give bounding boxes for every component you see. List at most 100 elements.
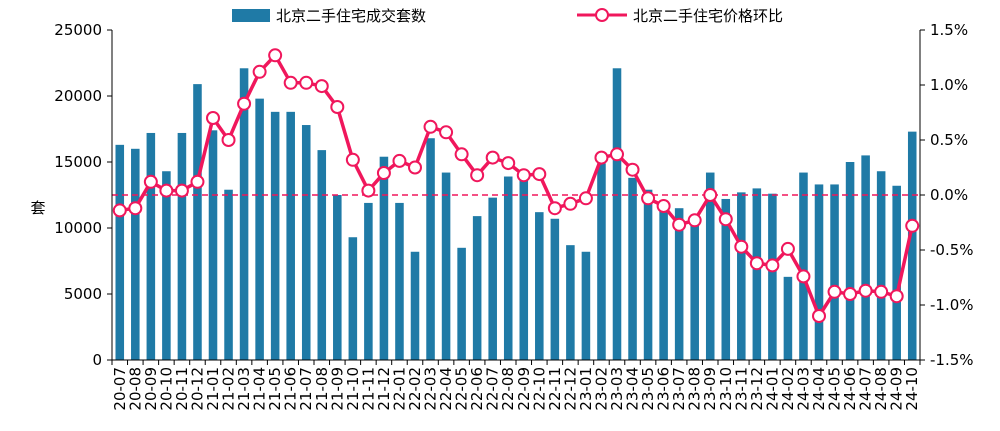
point-24-05 bbox=[827, 284, 842, 299]
bar-22-08 bbox=[503, 176, 513, 360]
x-tick-label: 20-07 bbox=[111, 367, 129, 411]
legend-line-label: 北京二手住宅价格环比 bbox=[633, 7, 783, 25]
x-tick-label: 21-10 bbox=[344, 367, 362, 411]
bars-group bbox=[115, 68, 917, 361]
point-22-02 bbox=[408, 160, 422, 175]
x-tick-label: 22-12 bbox=[561, 367, 579, 411]
point-21-02 bbox=[221, 133, 236, 147]
point-24-10 bbox=[905, 218, 920, 233]
x-tick-label: 23-02 bbox=[592, 367, 610, 411]
point-24-03 bbox=[796, 269, 811, 284]
point-22-12 bbox=[563, 196, 578, 211]
x-tick-label: 23-07 bbox=[670, 367, 688, 411]
bar-21-11 bbox=[364, 202, 373, 360]
point-24-04 bbox=[812, 309, 826, 323]
bar-23-06 bbox=[659, 202, 668, 360]
point-22-08 bbox=[501, 156, 516, 171]
x-tick-label: 22-07 bbox=[484, 367, 502, 411]
bar-21-09 bbox=[333, 195, 342, 360]
point-20-09 bbox=[143, 174, 158, 189]
point-23-05 bbox=[641, 191, 656, 206]
bar-24-10 bbox=[907, 131, 917, 360]
point-20-07 bbox=[112, 203, 127, 218]
bar-21-01 bbox=[208, 130, 218, 360]
bar-23-07 bbox=[674, 208, 684, 360]
x-tick-label: 23-03 bbox=[608, 367, 626, 411]
legend-bar-swatch bbox=[232, 9, 270, 22]
bar-24-09 bbox=[892, 185, 901, 360]
x-tick-label: 22-03 bbox=[422, 367, 440, 411]
point-20-12 bbox=[190, 174, 205, 189]
point-20-08 bbox=[128, 201, 143, 216]
bar-24-02 bbox=[783, 276, 793, 360]
point-22-10 bbox=[532, 167, 547, 182]
x-tick-label: 23-09 bbox=[701, 367, 719, 411]
left-tick-label: 15000 bbox=[54, 153, 102, 171]
bar-21-06 bbox=[286, 111, 295, 360]
x-tick-label: 21-12 bbox=[375, 367, 393, 411]
x-tick-label: 20-08 bbox=[126, 367, 144, 411]
x-tick-label: 22-02 bbox=[406, 367, 424, 411]
legend-line-marker bbox=[595, 8, 609, 22]
bar-21-04 bbox=[255, 98, 264, 360]
x-tick-label: 22-01 bbox=[390, 367, 408, 411]
x-tick-label: 20-09 bbox=[142, 367, 160, 411]
x-tick-label: 22-05 bbox=[453, 367, 471, 411]
x-tick-label: 24-02 bbox=[779, 367, 797, 411]
bar-22-05 bbox=[457, 247, 466, 360]
bar-23-10 bbox=[721, 198, 731, 360]
left-tick-label: 20000 bbox=[54, 87, 102, 105]
point-23-11 bbox=[734, 239, 749, 254]
point-23-03 bbox=[610, 147, 624, 162]
point-21-04 bbox=[252, 64, 267, 79]
x-tick-label: 22-10 bbox=[530, 367, 548, 411]
x-tick-label: 22-08 bbox=[499, 367, 517, 411]
y-axis-label: 套 bbox=[30, 199, 45, 217]
point-23-08 bbox=[687, 213, 702, 228]
bar-23-01 bbox=[581, 251, 591, 360]
point-21-11 bbox=[361, 183, 376, 198]
point-21-07 bbox=[299, 75, 314, 90]
x-tick-label: 23-10 bbox=[717, 367, 735, 411]
point-24-01 bbox=[765, 258, 780, 273]
x-tick-label: 24-06 bbox=[841, 367, 859, 411]
bar-20-11 bbox=[177, 132, 187, 360]
left-tick-label: 25000 bbox=[54, 21, 102, 39]
bar-20-08 bbox=[131, 148, 140, 360]
point-21-06 bbox=[283, 75, 298, 90]
left-tick-label: 10000 bbox=[54, 219, 102, 237]
x-tick-label: 24-10 bbox=[903, 367, 921, 411]
point-23-01 bbox=[578, 191, 593, 206]
x-tick-label: 23-06 bbox=[655, 367, 673, 411]
x-tick-label: 23-11 bbox=[732, 367, 750, 411]
x-tick-label: 24-05 bbox=[826, 367, 844, 411]
right-tick-label: 1.0% bbox=[930, 76, 968, 94]
bar-21-12 bbox=[379, 156, 389, 360]
x-tick-label: 20-12 bbox=[188, 367, 206, 411]
x-tick-label: 21-11 bbox=[359, 367, 377, 411]
point-21-09 bbox=[330, 100, 345, 114]
point-22-01 bbox=[392, 153, 407, 168]
point-22-11 bbox=[547, 201, 562, 216]
x-axis-ticks: 20-0720-0820-0920-1020-1120-1221-0121-02… bbox=[111, 360, 921, 411]
point-23-04 bbox=[625, 162, 640, 177]
x-tick-label: 24-09 bbox=[888, 367, 906, 411]
point-22-03 bbox=[423, 119, 438, 134]
bar-20-09 bbox=[146, 132, 156, 360]
bar-20-10 bbox=[162, 171, 171, 360]
point-22-05 bbox=[454, 147, 469, 162]
x-tick-label: 21-04 bbox=[251, 367, 269, 411]
bar-24-03 bbox=[799, 172, 808, 360]
bar-22-04 bbox=[441, 172, 451, 360]
point-22-04 bbox=[439, 125, 454, 140]
bar-21-03 bbox=[239, 68, 249, 360]
bar-22-03 bbox=[426, 138, 435, 360]
point-21-05 bbox=[268, 48, 283, 63]
point-21-08 bbox=[314, 79, 329, 94]
right-tick-label: -0.5% bbox=[930, 241, 974, 259]
bar-23-12 bbox=[752, 188, 762, 360]
x-tick-label: 23-12 bbox=[748, 367, 766, 411]
bar-21-07 bbox=[301, 125, 311, 360]
point-24-06 bbox=[843, 287, 858, 301]
x-tick-label: 24-07 bbox=[857, 367, 875, 411]
